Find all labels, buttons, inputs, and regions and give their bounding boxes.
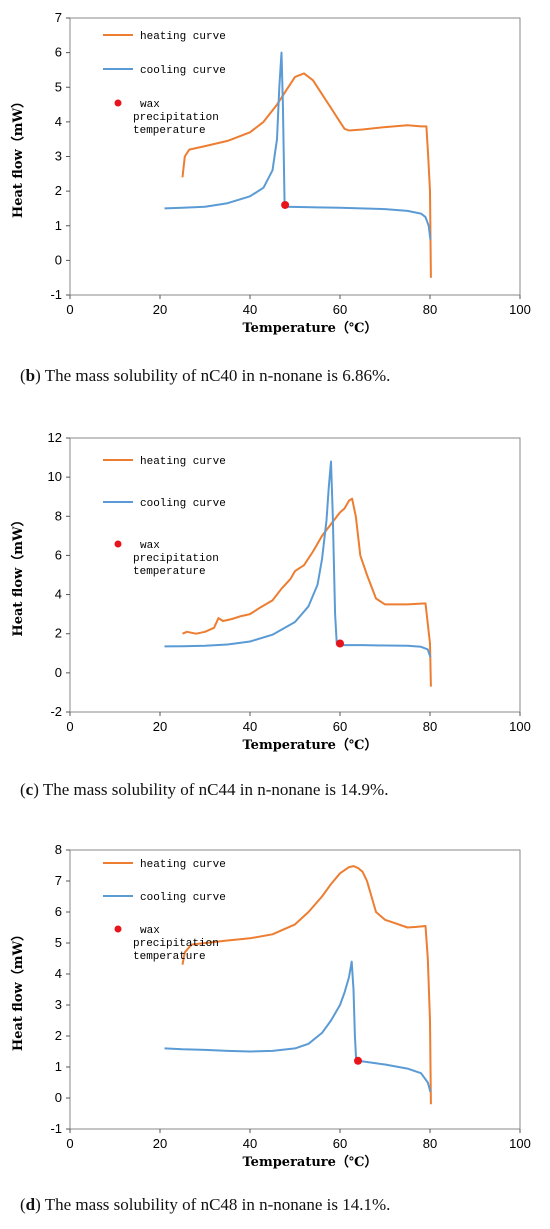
x-axis-label: Temperature（℃） — [243, 1154, 378, 1170]
caption-c-text: ) The mass solubility of nC44 in n-nonan… — [33, 780, 389, 799]
heating-curve-line — [181, 72, 432, 278]
caption-b-text: ) The mass solubility of nC40 in n-nonan… — [35, 366, 391, 385]
x-tick-label: 80 — [423, 302, 437, 317]
cooling-curve-line — [164, 51, 432, 240]
y-tick-label: -2 — [50, 704, 62, 719]
x-tick-label: 40 — [243, 1136, 257, 1151]
x-tick-label: 40 — [243, 719, 257, 734]
chart-b: -1 0 1 2 3 4 5 6 7 0 20 40 60 80 100 Temperature（℃） Heat… — [10, 10, 531, 336]
legend-label-heating: heating curve — [140, 859, 226, 871]
x-tick-label: 60 — [333, 1136, 347, 1151]
y-tick-label: 3 — [55, 997, 62, 1012]
y-tick-label: -1 — [50, 287, 62, 302]
legend-label-heating: heating curve — [140, 456, 226, 468]
legend-label-marker: wax — [140, 925, 160, 937]
x-axis-label: Temperature（℃） — [243, 320, 378, 336]
y-tick-label: 2 — [55, 626, 62, 641]
y-tick-label: 0 — [55, 1090, 62, 1105]
legend-label-marker: temperature — [133, 125, 206, 137]
caption-d-tag: d — [25, 1195, 36, 1214]
y-tick-label: 5 — [55, 935, 62, 950]
caption-d: (d) The mass solubility of nC48 in n-non… — [20, 1195, 391, 1214]
legend-label-marker: precipitation — [133, 553, 219, 565]
wax-precipitation-point — [354, 1056, 362, 1065]
legend-label-marker: wax — [140, 99, 160, 111]
caption-d-text: ) The mass solubility of nC48 in n-nonan… — [35, 1195, 391, 1214]
legend-label-marker: temperature — [133, 566, 206, 578]
legend-label-marker: wax — [140, 540, 160, 552]
x-tick-label: 20 — [153, 1136, 167, 1151]
y-tick-label: 0 — [55, 252, 62, 267]
wax-precipitation-point — [281, 200, 290, 209]
legend-label-cooling: cooling curve — [140, 498, 226, 510]
cooling-curve-line — [164, 460, 432, 658]
x-tick-label: 100 — [509, 1136, 531, 1151]
y-axis-label: Heat flow（mW） — [10, 95, 26, 218]
y-tick-label: 1 — [55, 218, 62, 233]
chart-panel-b: -1 0 1 2 3 4 5 6 7 0 20 40 60 80 100 Temperature（℃） Heat… — [0, 0, 550, 345]
y-axis-label: Heat flow（mW） — [10, 928, 26, 1051]
chart-c: -2 0 2 4 6 8 10 12 0 20 40 60 80 100 Temperature（℃） Hea… — [10, 430, 531, 753]
legend-swatch-marker — [114, 99, 122, 107]
y-tick-label: 7 — [55, 873, 62, 888]
x-tick-label: 80 — [423, 1136, 437, 1151]
legend-swatch-marker — [114, 925, 122, 933]
y-tick-label: -1 — [50, 1121, 62, 1136]
x-tick-label: 100 — [509, 719, 531, 734]
y-tick-label: 0 — [55, 665, 62, 680]
legend: heating curve cooling curve waxprecipitati… — [103, 859, 226, 963]
chart-panel-c: -2 0 2 4 6 8 10 12 0 20 40 60 80 100 Temperature（℃） Hea… — [0, 420, 550, 765]
x-tick-label: 0 — [66, 719, 73, 734]
y-tick-label: 6 — [55, 547, 62, 562]
heating-curve-line — [182, 497, 432, 687]
chart-panel-d: -1 0 1 2 3 4 5 6 7 8 0 20 40 60 80 100 Temperature（℃） Hea… — [0, 835, 550, 1180]
legend-label-marker: precipitation — [133, 112, 219, 124]
legend-label-heating: heating curve — [140, 31, 226, 43]
plot-area-c — [69, 437, 521, 713]
caption-b-tag: b — [25, 366, 36, 385]
x-tick-label: 0 — [66, 302, 73, 317]
x-tick-label: 0 — [66, 1136, 73, 1151]
x-tick-label: 20 — [153, 302, 167, 317]
x-tick-label: 60 — [333, 719, 347, 734]
legend-label-cooling: cooling curve — [140, 892, 226, 904]
legend: heating curve cooling curve waxprecipitati… — [103, 31, 226, 137]
y-tick-label: 3 — [55, 149, 62, 164]
x-tick-label: 60 — [333, 302, 347, 317]
plot-area-b — [69, 17, 521, 296]
x-tick-label: 80 — [423, 719, 437, 734]
y-tick-label: 8 — [55, 842, 62, 857]
legend: heating curve cooling curve waxprecipitati… — [103, 456, 226, 578]
y-tick-label: 6 — [55, 904, 62, 919]
heating-curve-line — [181, 865, 432, 1105]
y-axis-label: Heat flow（mW） — [10, 513, 26, 636]
y-tick-label: 2 — [55, 1028, 62, 1043]
cooling-curve-line — [164, 960, 432, 1093]
y-tick-label: 5 — [55, 79, 62, 94]
legend-label-marker: precipitation — [133, 938, 219, 950]
y-tick-label: 6 — [55, 45, 62, 60]
legend-swatch-marker — [114, 540, 122, 548]
caption-c-tag: c — [25, 780, 34, 799]
y-tick-label: 2 — [55, 183, 62, 198]
legend-label-cooling: cooling curve — [140, 65, 226, 77]
x-axis-label: Temperature（℃） — [243, 737, 378, 753]
y-tick-label: 4 — [55, 966, 62, 981]
wax-precipitation-point — [336, 639, 344, 648]
legend-label-marker: temperature — [133, 951, 206, 963]
y-tick-label: 10 — [48, 469, 62, 484]
y-tick-label: 4 — [55, 587, 62, 602]
x-tick-label: 20 — [153, 719, 167, 734]
y-tick-label: 7 — [55, 10, 62, 25]
y-tick-label: 8 — [55, 508, 62, 523]
y-tick-label: 1 — [55, 1059, 62, 1074]
caption-c: (c) The mass solubility of nC44 in n-non… — [20, 780, 389, 799]
plot-area-d — [69, 849, 521, 1130]
x-tick-label: 40 — [243, 302, 257, 317]
x-tick-label: 100 — [509, 302, 531, 317]
y-tick-label: 4 — [55, 114, 62, 129]
y-tick-label: 12 — [48, 430, 62, 445]
caption-b: (b) The mass solubility of nC40 in n-non… — [20, 366, 391, 385]
